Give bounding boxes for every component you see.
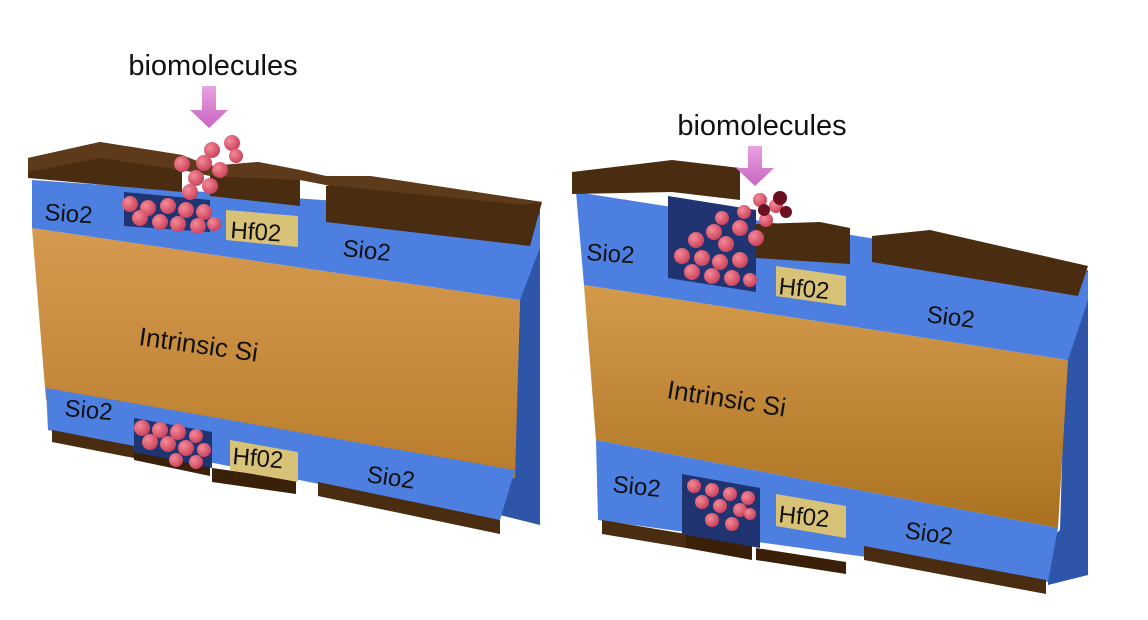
right-silicon-channel [584,285,1068,528]
left-device [28,142,542,534]
right-biomolecules-label: biomolecules [677,110,846,142]
right-bottom-gate-metal-cavity [686,534,752,560]
right-oxide-top-right-label: Sio2 [925,301,976,334]
right-oxide-bottom-left-label: Sio2 [611,471,662,503]
right-down-arrow-icon [736,146,774,186]
right-bottom-gate-metal-under [756,548,846,574]
right-oxide-bottom-right-label: Sio2 [903,517,954,550]
right-bottom-hfo2 [776,494,846,538]
left-top-biomolecules [122,135,243,234]
right-hfo2-top-label: Hf02 [777,273,830,305]
right-bottom-biomolecules [687,479,756,531]
left-device-side-face [500,200,540,525]
left-oxide-top-right-label: Sio2 [341,235,392,267]
right-bottom-gate-metal-right [864,546,1046,594]
right-hfo2-bottom-label: Hf02 [777,501,830,533]
right-top-biomolecules [674,193,783,287]
left-oxide-bottom-right-label: Sio2 [365,461,416,494]
right-top-biomolecules-dark [758,191,792,218]
right-top-gate-metal-right [872,230,1088,296]
left-bottom-gate-metal [52,430,134,458]
right-device-side-face [1048,270,1088,585]
left-top-hfo2 [226,210,298,247]
left-down-arrow-icon [190,86,228,128]
left-top-gate-metal-right [326,176,542,246]
left-oxide-top-left-label: Sio2 [44,199,94,229]
right-top-hfo2 [776,266,846,306]
right-bottom-gate-metal-left [602,520,686,548]
left-hfo2-bottom-label: Hf02 [231,443,284,474]
left-bottom-gate-metal-under [212,468,296,494]
left-bottom-biomolecules [134,420,211,469]
left-bottom-hfo2 [230,440,298,482]
right-oxide-top-left-label: Sio2 [586,239,636,269]
left-oxide-bottom-left-label: Sio2 [63,395,113,426]
right-top-gate-metal-mid [756,222,850,264]
right-device [572,160,1088,594]
left-top-gate-metal-top [28,142,542,205]
left-bottom-gate-metal-right [318,482,500,534]
right-top-gate-metal-left [572,160,740,200]
left-biomolecules-label: biomolecules [128,50,297,82]
left-hfo2-top-label: Hf02 [230,217,282,247]
